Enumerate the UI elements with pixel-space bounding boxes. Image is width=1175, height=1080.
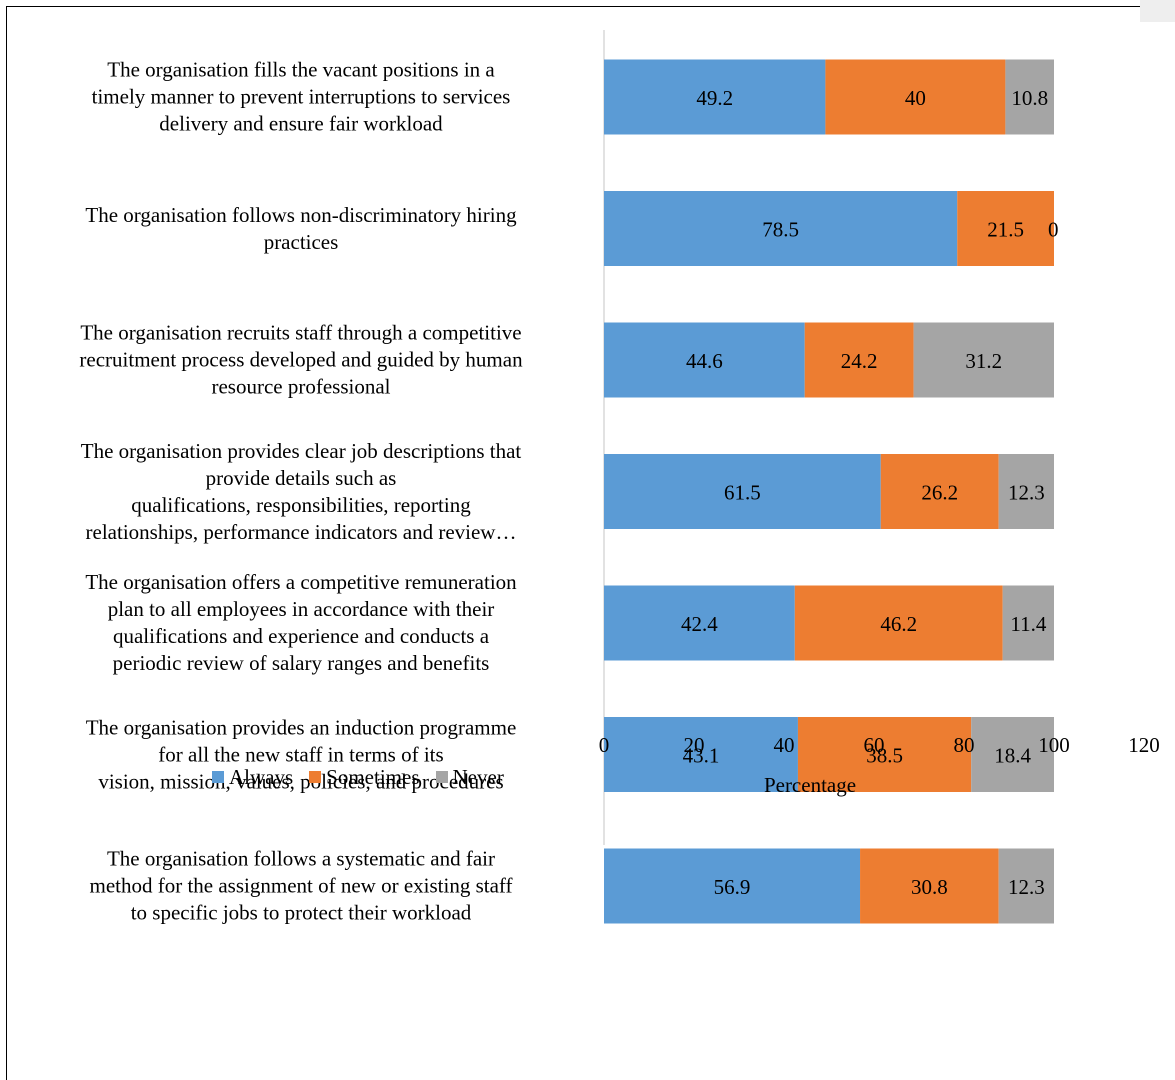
data-label-always-1: 78.5 [762,218,799,242]
x-tick-label-0: 0 [599,733,610,757]
bar-sometimes-0 [825,59,1006,135]
bar-sometimes-1 [957,191,1054,266]
category-label-0: The organisation fills the vacant positi… [20,57,582,138]
legend: Always Sometimes Never [212,762,504,792]
x-tick-label-20: 20 [684,733,705,757]
bar-always-5 [604,717,798,792]
bar-sometimes-4 [794,585,1003,661]
data-label-sometimes-4: 46.2 [880,612,917,636]
legend-item-always: Always [212,765,293,790]
category-label-line: The organisation follows non-discriminat… [85,202,517,227]
bar-always-2 [604,322,805,398]
category-label-line: relationships, performance indicators an… [85,519,517,544]
bar-always-0 [604,59,826,135]
category-label-line: The organisation fills the vacant positi… [107,57,495,82]
category-label-line: resource professional [211,374,391,399]
data-label-sometimes-3: 26.2 [921,481,958,505]
bar-never-4 [1002,585,1054,661]
category-label-line: to specific jobs to protect their worklo… [130,900,472,925]
bar-sometimes-6 [860,848,999,924]
bar-never-2 [913,322,1054,398]
x-tick-label-100: 100 [1038,733,1070,757]
data-label-always-5: 43.1 [683,744,720,768]
category-label-line: qualifications and experience and conduc… [112,624,490,648]
data-label-sometimes-2: 24.2 [841,349,878,373]
category-label-line: periodic review of salary ranges and ben… [112,651,490,675]
data-label-sometimes-5: 38.5 [866,744,903,768]
corner-tab [1140,0,1175,22]
category-label-2: The organisation recruits staff through … [20,320,582,401]
legend-item-sometimes: Sometimes [309,764,420,790]
legend-swatch-always [212,771,224,783]
bar-always-4 [604,585,795,661]
legend-label-always: Always [229,764,294,789]
category-label-line: recruitment process developed and guided… [79,347,523,372]
legend-swatch-sometimes [309,771,322,783]
data-label-always-0: 49.2 [696,86,733,110]
bar-sometimes-5 [797,717,972,792]
data-label-always-6: 56.9 [714,875,751,899]
x-tick-label-120: 120 [1128,733,1160,757]
x-tick-label-40: 40 [774,733,795,757]
category-label-line: method for the assignment of new or exis… [89,873,513,898]
legend-label-sometimes: Sometimes [326,764,420,789]
category-label-line: The organisation provides clear job desc… [80,438,522,463]
category-label-3: The organisation provides clear job desc… [20,438,582,546]
data-label-sometimes-0: 40 [905,86,926,110]
category-label-6: The organisation follows a systematic an… [20,846,582,927]
x-tick-label-80: 80 [954,733,975,757]
legend-swatch-never [435,771,448,783]
x-axis-title: Percentage [764,773,856,797]
legend-label-never: Never [452,764,504,789]
category-label-line: practices [263,229,339,254]
data-label-always-2: 44.6 [686,349,723,373]
category-label-line: plan to all employees in accordance with… [107,597,495,621]
category-label-line: delivery and ensure fair workload [159,111,443,136]
bar-always-6 [604,848,861,924]
data-label-never-2: 31.2 [965,349,1002,373]
bar-sometimes-2 [804,322,914,398]
category-label-4: The organisation offers a competitive re… [20,569,582,677]
bar-never-5 [971,717,1054,792]
category-label-line: The organisation offers a competitive re… [85,570,517,594]
category-label-line: The organisation provides an induction p… [85,715,517,739]
bar-sometimes-3 [880,454,999,529]
data-label-sometimes-1: 21.5 [987,218,1024,242]
bar-never-0 [1005,59,1054,135]
bar-never-6 [998,848,1054,924]
category-label-line: The organisation follows a systematic an… [106,846,495,871]
bar-always-3 [604,454,881,529]
category-label-line: qualifications, responsibilities, report… [131,492,471,517]
bar-never-3 [998,454,1054,529]
data-label-sometimes-6: 30.8 [911,875,948,899]
category-label-line: for all the new staff in terms of its [158,742,444,766]
legend-item-never: Never [435,764,504,790]
data-label-never-6: 12.3 [1008,875,1045,899]
category-label-line: timely manner to prevent interruptions t… [91,84,511,109]
data-label-never-0: 10.8 [1011,86,1048,110]
category-label-line: The organisation recruits staff through … [80,320,522,345]
data-label-never-3: 12.3 [1008,481,1045,505]
data-label-always-4: 42.4 [681,612,718,636]
data-label-never-5: 18.4 [994,744,1031,768]
category-label-line: provide details such as [205,465,397,490]
category-label-1: The organisation follows non-discriminat… [20,202,582,256]
bar-always-1 [604,191,958,266]
data-label-always-3: 61.5 [724,481,761,505]
x-tick-label-60: 60 [864,733,885,757]
data-label-never-4: 11.4 [1010,612,1046,636]
data-label-never-1: 0 [1048,218,1059,242]
